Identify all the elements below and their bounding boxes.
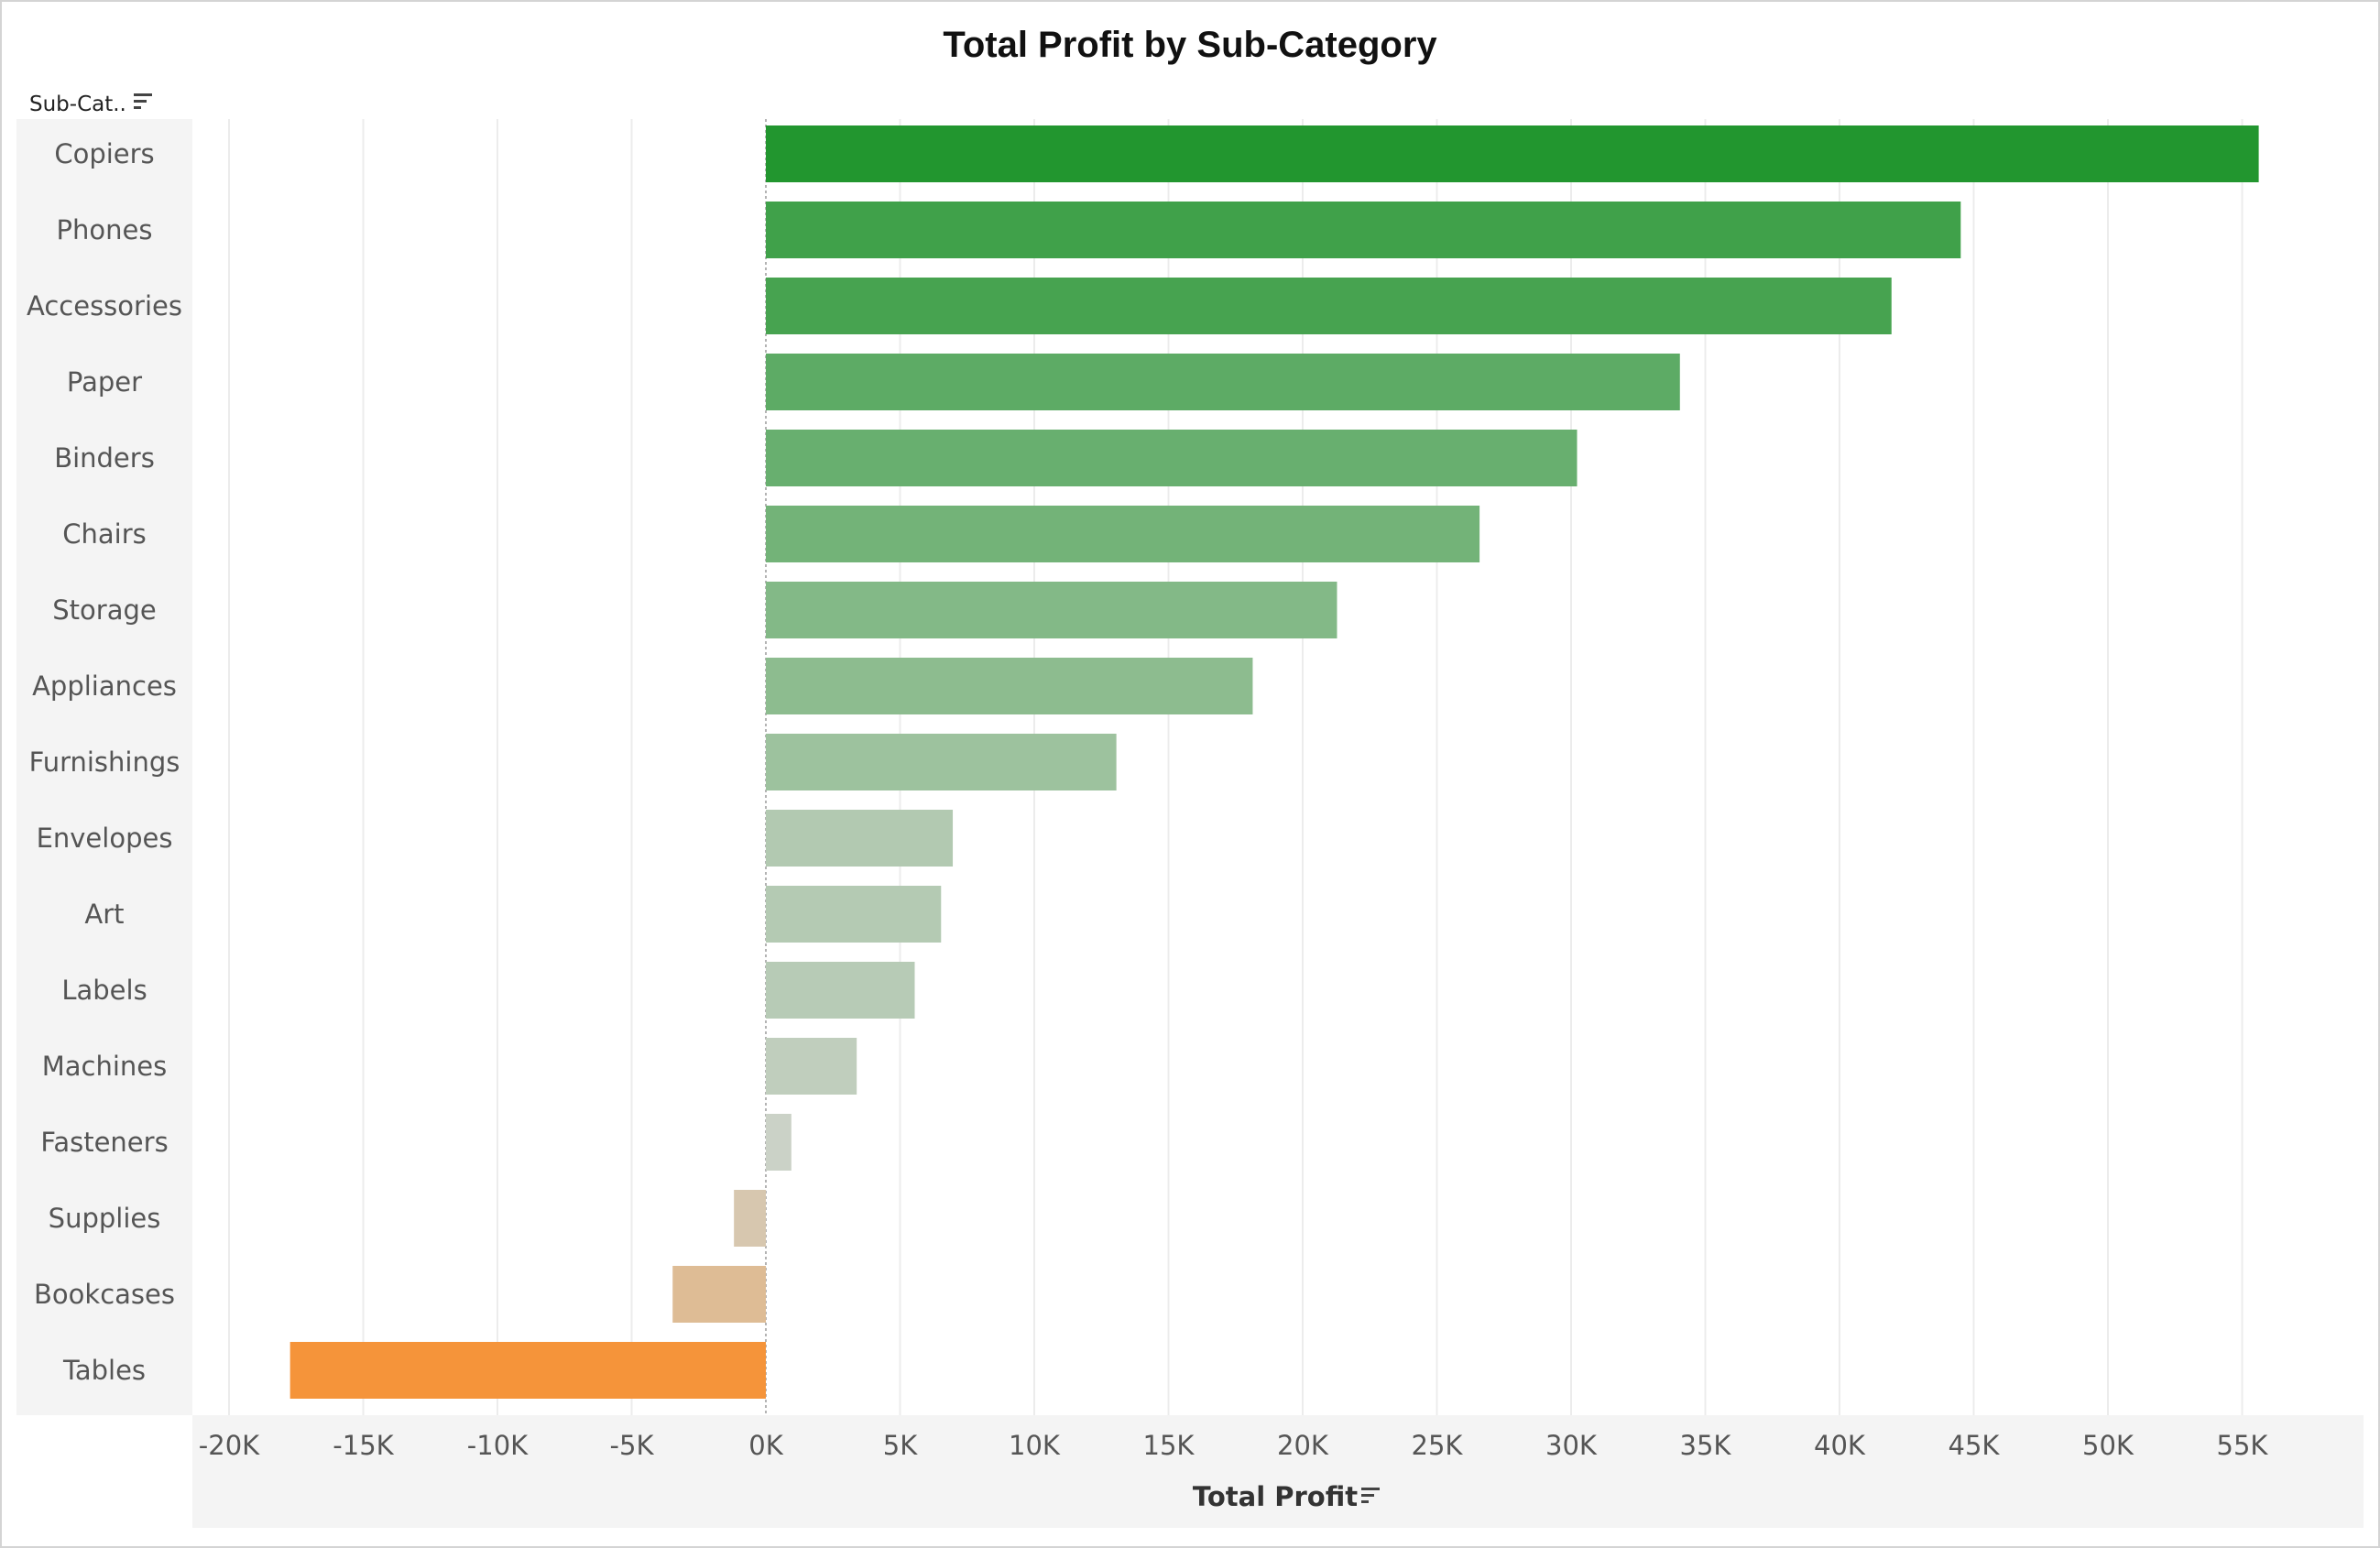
bar-storage[interactable] <box>766 582 1337 638</box>
bar-labels[interactable] <box>766 962 915 1019</box>
category-label-labels: Labels <box>61 975 147 1006</box>
bar-binders[interactable] <box>766 430 1578 486</box>
sort-descending-icon[interactable] <box>134 93 152 109</box>
category-label-appliances: Appliances <box>32 670 177 702</box>
category-label-bookcases: Bookcases <box>34 1279 175 1310</box>
bar-envelopes[interactable] <box>766 810 954 867</box>
category-label-machines: Machines <box>42 1051 168 1082</box>
x-tick-label: 15K <box>1143 1430 1195 1461</box>
bar-phones[interactable] <box>766 202 1961 258</box>
category-label-envelopes: Envelopes <box>37 823 173 854</box>
x-axis-sort-icon[interactable] <box>1361 1488 1380 1503</box>
x-tick-label: 30K <box>1545 1430 1598 1461</box>
category-label-fasteners: Fasteners <box>40 1127 168 1158</box>
bar-tables[interactable] <box>289 1342 767 1399</box>
category-label-copiers: Copiers <box>54 138 154 169</box>
bar-appliances[interactable] <box>766 658 1253 714</box>
x-tick-label: 50K <box>2082 1430 2134 1461</box>
x-tick-label: -15K <box>333 1430 394 1461</box>
category-label-paper: Paper <box>67 366 142 398</box>
bar-chairs[interactable] <box>766 506 1480 562</box>
x-tick-label: 40K <box>1814 1430 1866 1461</box>
category-label-tables: Tables <box>62 1355 146 1386</box>
x-tick-label: 45K <box>1949 1430 2001 1461</box>
category-label-supplies: Supplies <box>49 1203 161 1234</box>
x-axis-title[interactable]: Total Profit <box>1193 1481 1358 1512</box>
bar-copiers[interactable] <box>766 125 2259 182</box>
x-tick-label: 25K <box>1412 1430 1464 1461</box>
x-tick-label: -10K <box>467 1430 529 1461</box>
category-label-accessories: Accessories <box>27 290 182 322</box>
x-tick-label: -5K <box>610 1430 655 1461</box>
x-tick-label: 0K <box>748 1430 783 1461</box>
x-tick-label: -20K <box>199 1430 260 1461</box>
bar-bookcases[interactable] <box>672 1266 766 1323</box>
x-tick-label: 20K <box>1277 1430 1329 1461</box>
category-label-panel <box>16 119 192 1415</box>
chart-title: Total Profit by Sub-Category <box>943 25 1437 65</box>
category-label-storage: Storage <box>52 594 156 626</box>
x-tick-label: 5K <box>883 1430 918 1461</box>
x-axis-panel <box>192 1415 2364 1528</box>
bar-art[interactable] <box>766 886 942 943</box>
bar-accessories[interactable] <box>766 278 1892 334</box>
category-label-phones: Phones <box>57 214 153 245</box>
bar-paper[interactable] <box>766 354 1680 410</box>
bar-furnishings[interactable] <box>766 734 1117 790</box>
category-label-furnishings: Furnishings <box>29 747 180 778</box>
x-tick-label: 55K <box>2217 1430 2269 1461</box>
bar-supplies[interactable] <box>734 1190 766 1247</box>
bar-machines[interactable] <box>766 1038 857 1095</box>
row-field-header[interactable]: Sub-Cat.. <box>29 93 126 116</box>
x-tick-label: 10K <box>1009 1430 1061 1461</box>
category-label-chairs: Chairs <box>62 518 147 550</box>
bar-fasteners[interactable] <box>766 1114 792 1171</box>
x-tick-label: 35K <box>1680 1430 1732 1461</box>
category-label-binders: Binders <box>54 442 155 474</box>
category-label-art: Art <box>84 899 124 930</box>
